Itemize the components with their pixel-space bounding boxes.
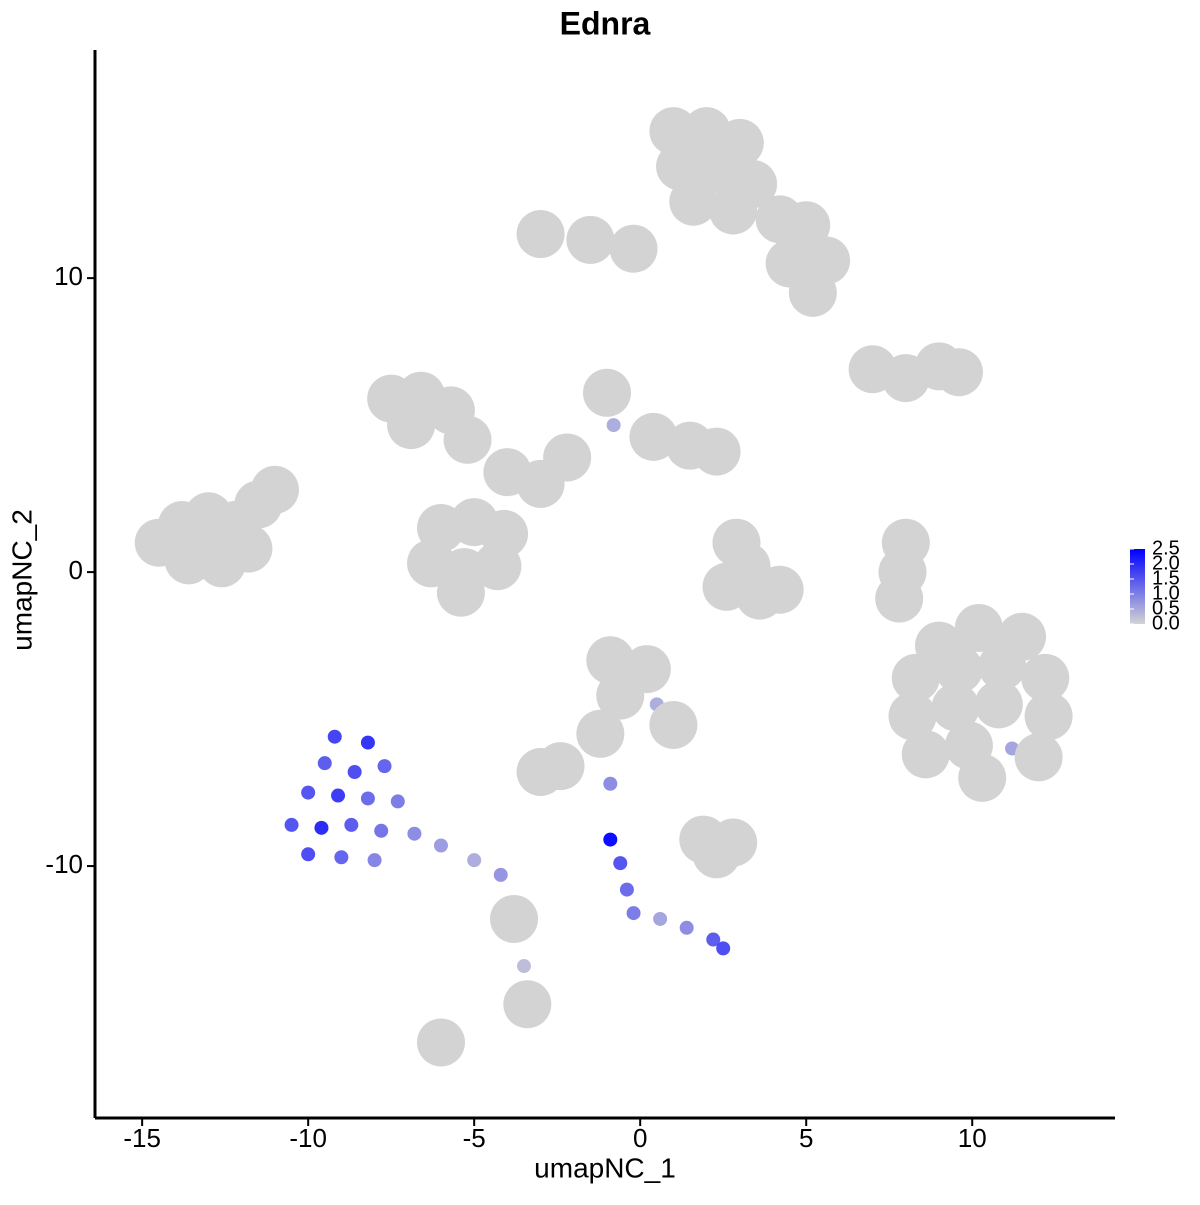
cell-point: [934, 348, 983, 397]
cell-point: [606, 418, 621, 433]
cell-point: [576, 709, 625, 758]
cell-point: [1014, 733, 1063, 782]
cell-point: [327, 729, 342, 744]
colorbar-tick-label: 2.5: [1152, 537, 1180, 559]
cell-point: [958, 753, 1007, 802]
cell-point: [390, 794, 405, 809]
cell-point: [934, 645, 983, 694]
cell-point: [931, 683, 980, 732]
cell-point: [649, 700, 698, 749]
cell-point: [344, 817, 359, 832]
cell-point: [596, 671, 645, 720]
cell-point: [692, 830, 741, 879]
cell-point: [490, 894, 539, 943]
cell-point: [367, 853, 382, 868]
cell-point: [331, 788, 346, 803]
cell-point: [603, 776, 618, 791]
cell-point: [436, 568, 485, 617]
cell-point: [387, 401, 436, 450]
cell-point: [954, 603, 1003, 652]
cell-point: [974, 680, 1023, 729]
x-axis-label: umapNC_1: [534, 1152, 676, 1183]
y-tick-label: 0: [69, 555, 83, 585]
cell-point: [433, 838, 448, 853]
y-tick-label: -10: [45, 849, 83, 879]
cell-point: [782, 201, 831, 250]
x-tick-label: 5: [799, 1123, 813, 1153]
cell-point: [692, 427, 741, 476]
cell-point: [619, 882, 634, 897]
cell-point: [493, 867, 508, 882]
cell-point: [1021, 653, 1070, 702]
colorbar-tick-label: 0.0: [1152, 612, 1180, 634]
cell-point: [566, 215, 615, 264]
cell-point: [467, 853, 482, 868]
cell-point: [626, 906, 641, 921]
cell-point: [317, 756, 332, 771]
x-tick-label: -10: [289, 1123, 327, 1153]
cell-point: [374, 823, 389, 838]
cell-point: [679, 920, 694, 935]
cell-point: [629, 412, 678, 461]
cell-point: [377, 759, 392, 774]
cell-point: [543, 433, 592, 482]
cell-point: [765, 239, 814, 288]
y-axis-label: umapNC_2: [6, 509, 37, 651]
colorbar-tick-label: 1.0: [1152, 582, 1180, 604]
chart-title: Ednra: [560, 5, 651, 41]
x-tick-label: -15: [123, 1123, 161, 1153]
cell-point: [755, 565, 804, 614]
cell-point: [716, 941, 731, 956]
x-tick-label: 0: [633, 1123, 647, 1153]
cell-point: [888, 692, 937, 741]
cell-point: [473, 542, 522, 591]
cell-point: [875, 574, 924, 623]
cell-point: [224, 524, 273, 573]
cell-point: [334, 850, 349, 865]
cell-point: [669, 177, 718, 226]
cell-point: [516, 747, 565, 796]
cell-point: [516, 210, 565, 259]
cell-point: [1024, 692, 1073, 741]
cell-point: [301, 785, 316, 800]
colorbar: [1130, 549, 1145, 624]
cell-point: [407, 826, 422, 841]
cell-point: [347, 764, 362, 779]
cell-point: [613, 856, 628, 871]
colorbar-tick-label: 2.0: [1152, 552, 1180, 574]
cell-point: [360, 735, 375, 750]
cell-point: [516, 959, 531, 974]
cell-point: [416, 1018, 465, 1067]
cell-point: [301, 847, 316, 862]
colorbar-tick-label: 1.5: [1152, 567, 1180, 589]
x-tick-label: 10: [958, 1123, 987, 1153]
cell-point: [503, 980, 552, 1029]
cell-point: [609, 224, 658, 273]
cell-point: [187, 515, 236, 564]
cell-point: [582, 368, 631, 417]
cell-point: [653, 911, 668, 926]
cell-point: [443, 415, 492, 464]
cell-point: [978, 642, 1027, 691]
cell-point: [250, 465, 299, 514]
x-tick-label: -5: [463, 1123, 486, 1153]
cell-point: [709, 186, 758, 235]
cell-point: [603, 832, 618, 847]
cell-point: [360, 791, 375, 806]
cell-point: [314, 820, 329, 835]
cell-point: [901, 730, 950, 779]
cell-point: [706, 932, 721, 947]
cell-point: [284, 817, 299, 832]
colorbar-tick-label: 0.5: [1152, 597, 1180, 619]
cell-point: [891, 653, 940, 702]
y-tick-label: 10: [54, 261, 83, 291]
